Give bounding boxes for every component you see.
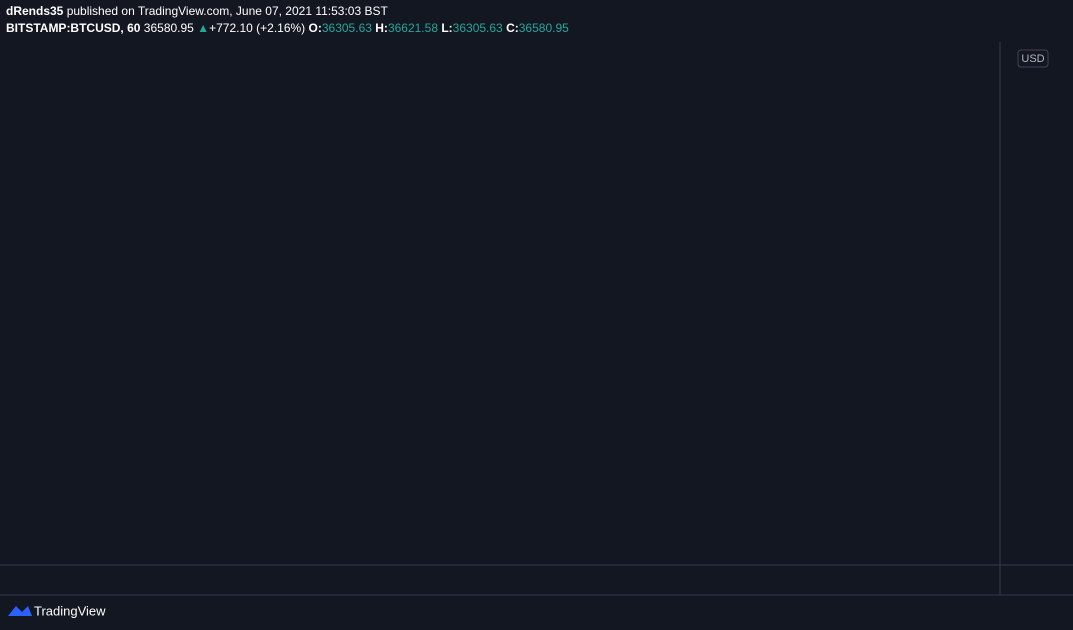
currency[interactable]: USD: [1021, 53, 1044, 65]
o-label: O:: [309, 21, 322, 35]
change: +772.10 (+2.16%): [209, 21, 305, 35]
open: 36305.63: [322, 21, 372, 35]
author: dRends35: [6, 4, 64, 18]
high: 36621.58: [388, 21, 438, 35]
c-label: C:: [506, 21, 519, 35]
l-label: L:: [441, 21, 452, 35]
brand-logo: [8, 606, 32, 616]
published: published on TradingView.com, June 07, 2…: [67, 4, 389, 18]
brand: TradingView: [34, 603, 106, 618]
symbol: BITSTAMP:BTCUSD, 60: [6, 21, 141, 35]
h-label: H:: [375, 21, 388, 35]
low: 36305.63: [453, 21, 503, 35]
last-price: 36580.95: [144, 21, 194, 35]
header-line-2: BITSTAMP:BTCUSD, 60 36580.95 ▲+772.10 (+…: [6, 21, 569, 35]
close: 36580.95: [519, 21, 569, 35]
arrow: ▲: [197, 21, 209, 35]
currency-box[interactable]: [1017, 49, 1049, 68]
header-line-1: dRends35 published on TradingView.com, J…: [6, 4, 388, 18]
